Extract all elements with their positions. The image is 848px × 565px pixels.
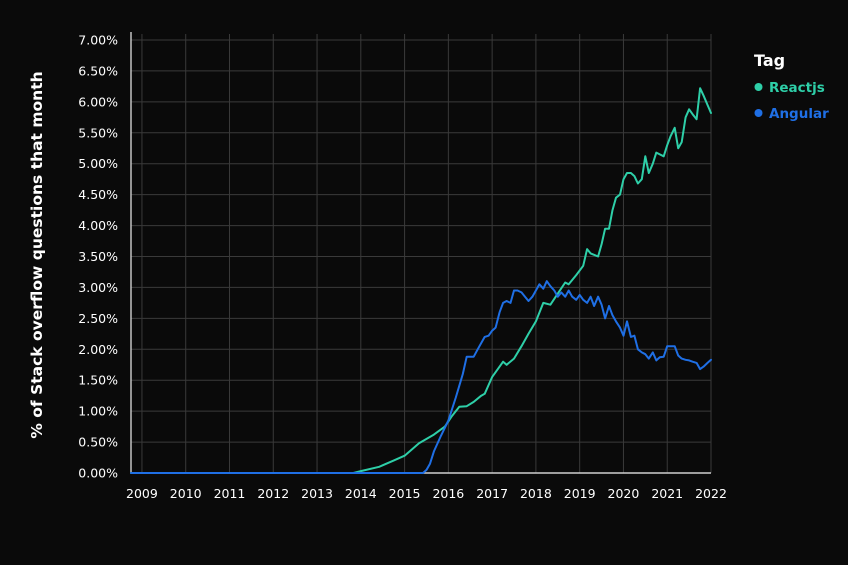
y-tick-label: 3.50% (78, 249, 118, 264)
x-tick-label: 2020 (608, 486, 640, 501)
x-tick-label: 2014 (345, 486, 377, 501)
x-tick-label: 2022 (695, 486, 727, 501)
y-tick-label: 4.00% (78, 218, 118, 233)
grid (131, 34, 712, 474)
x-tick-label: 2013 (301, 486, 333, 501)
axes (130, 32, 711, 474)
x-tick-label: 2011 (214, 486, 246, 501)
legend-label-angular: Angular (769, 106, 829, 122)
x-tick-labels: 2009 2010 2011 2012 2013 2014 2015 2016 2017 2018… (126, 486, 727, 501)
y-tick-label: 0.00% (78, 466, 118, 481)
legend-title: Tag (754, 51, 785, 70)
x-tick-label: 2019 (564, 486, 596, 501)
legend-marker-reactjs (754, 83, 763, 91)
y-tick-label: 1.50% (78, 373, 118, 388)
x-tick-label: 2012 (257, 486, 289, 501)
x-tick-label: 2021 (651, 486, 683, 501)
y-tick-label: 1.00% (78, 404, 118, 419)
x-tick-label: 2009 (126, 486, 158, 501)
legend: Tag Reactjs Angular (754, 51, 829, 122)
series-lines (130, 87, 712, 474)
series-line-reactjs (130, 87, 712, 474)
y-tick-label: 2.50% (78, 311, 118, 326)
y-tick-label: 5.50% (78, 125, 118, 140)
y-tick-label: 2.00% (78, 342, 118, 357)
legend-label-reactjs: Reactjs (769, 80, 825, 96)
y-tick-label: 4.50% (78, 187, 118, 202)
y-tick-label: 5.00% (78, 156, 118, 171)
y-tick-label: 3.00% (78, 280, 118, 295)
x-tick-label: 2010 (170, 486, 202, 501)
series-line-angular (130, 280, 712, 474)
y-axis-label: % of Stack overflow questions that month (28, 71, 46, 438)
x-tick-label: 2017 (476, 486, 508, 501)
x-tick-label: 2016 (432, 486, 464, 501)
x-tick-label: 2018 (520, 486, 552, 501)
y-tick-label: 7.00% (78, 33, 118, 48)
x-tick-label: 2015 (389, 486, 421, 501)
y-tick-label: 0.50% (78, 435, 118, 450)
legend-marker-angular (754, 109, 763, 117)
y-tick-label: 6.00% (78, 94, 118, 109)
y-tick-label: 6.50% (78, 63, 118, 78)
y-tick-labels: 0.00% 0.50% 1.00% 1.50% 2.00% 2.50% 3.00% 3.50%… (78, 33, 118, 481)
